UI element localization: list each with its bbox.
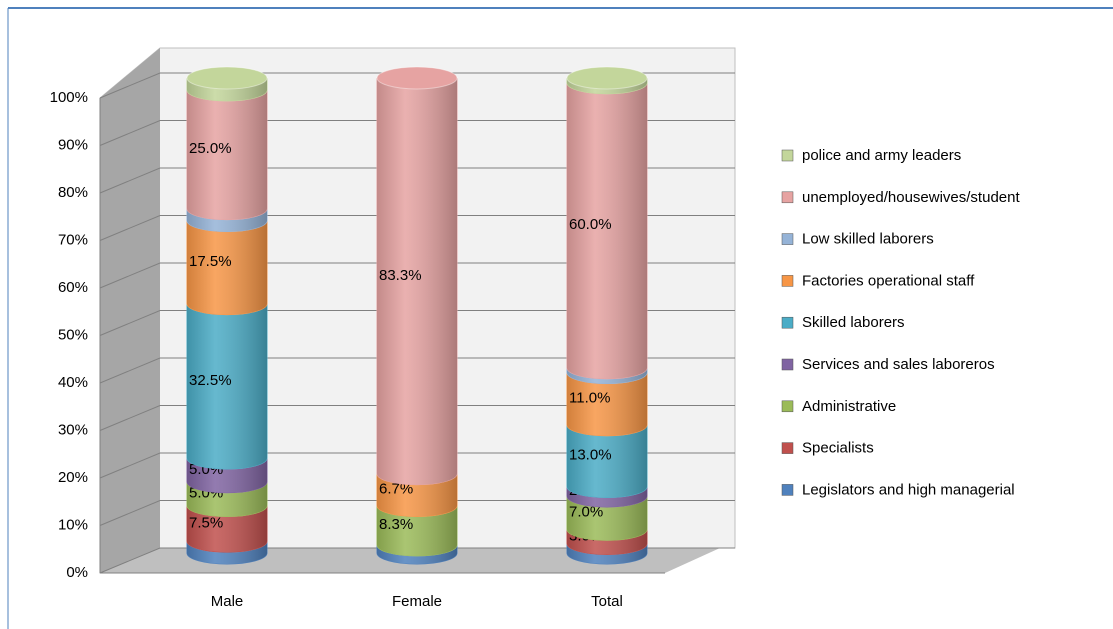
- data-label: 60.0%: [569, 216, 612, 233]
- legend-swatch: [781, 149, 794, 162]
- legend-label: Skilled laborers: [802, 314, 905, 331]
- segment-shade: [567, 496, 647, 541]
- y-tick-label: 60%: [58, 279, 88, 296]
- grid-line: [99, 215, 735, 241]
- legend-swatch: [781, 400, 794, 413]
- legend-swatch: [781, 191, 794, 204]
- grid-line: [99, 167, 735, 194]
- y-tick-label: 90%: [58, 136, 88, 153]
- grid-line: [99, 72, 735, 99]
- segment-shade: [377, 544, 457, 564]
- legend-swatch: [781, 484, 794, 496]
- legend-label: Specialists: [802, 440, 874, 457]
- data-label: 83.3%: [379, 267, 422, 284]
- y-tick-label: 80%: [58, 184, 88, 201]
- segment-shade: [187, 458, 267, 493]
- data-label: 13.0%: [569, 447, 612, 464]
- grid-line: [99, 120, 735, 146]
- segment-shade: [567, 529, 647, 555]
- y-tick-label: 20%: [58, 469, 88, 486]
- side-wall: [100, 48, 160, 573]
- segment-shade: [567, 486, 647, 507]
- grid-line: [99, 547, 735, 574]
- grid-line: [99, 262, 735, 289]
- grid-line: [99, 500, 735, 526]
- grid-line: [99, 310, 735, 336]
- data-label: 11.0%: [569, 390, 610, 407]
- segment-shade: [187, 220, 267, 315]
- segment-shade: [567, 543, 647, 564]
- segment-top: [186, 66, 268, 90]
- data-label: 17.5%: [189, 253, 232, 270]
- legend-label: police and army leaders: [802, 147, 961, 164]
- legend-label: Low skilled laborers: [802, 231, 934, 248]
- segment-shade: [377, 505, 457, 556]
- segment-shade: [377, 78, 457, 485]
- segment-top: [566, 66, 648, 90]
- segment-shade: [187, 505, 267, 553]
- y-tick-label: 30%: [58, 421, 88, 438]
- legend-label: Administrative: [802, 398, 896, 415]
- data-label: 8.3%: [379, 516, 413, 533]
- legend-label: unemployed/housewives/student: [802, 189, 1020, 206]
- segment-shade: [187, 89, 267, 220]
- legend-label: Factories operational staff: [802, 272, 975, 289]
- segment-top: [376, 66, 458, 90]
- y-tick-label: 40%: [58, 374, 88, 391]
- legend-label: Legislators and high managerial: [802, 481, 1015, 498]
- y-tick-label: 70%: [58, 231, 88, 248]
- grid-line: [99, 405, 735, 431]
- legend-swatch: [781, 442, 794, 454]
- legend-swatch: [781, 275, 794, 287]
- y-tick-label: 10%: [58, 516, 88, 533]
- segment-shade: [567, 424, 647, 498]
- legend-swatch: [781, 358, 794, 371]
- grid-line: [99, 357, 735, 384]
- segment-shade: [187, 303, 267, 469]
- segment-shade: [377, 473, 457, 517]
- x-tick-label: Female: [392, 593, 442, 610]
- segment-shade: [187, 481, 267, 517]
- data-label: 7.5%: [189, 514, 223, 531]
- data-label: 6.7%: [379, 481, 413, 498]
- legend-label: Services and sales laboreros: [802, 356, 995, 373]
- data-label: 32.5%: [189, 372, 232, 389]
- data-label: 7.0%: [569, 504, 603, 521]
- y-tick-label: 0%: [66, 564, 88, 581]
- segment-shade: [567, 372, 647, 436]
- legend-swatch: [781, 316, 794, 329]
- segment-shade: [567, 78, 647, 94]
- x-tick-label: Total: [591, 593, 623, 610]
- x-tick-label: Male: [211, 593, 244, 610]
- y-tick-label: 100%: [50, 89, 88, 106]
- legend-swatch: [781, 233, 794, 245]
- segment-shade: [567, 82, 647, 379]
- data-label: 25.0%: [189, 140, 232, 157]
- segment-shade: [187, 78, 267, 101]
- y-tick-label: 50%: [58, 326, 88, 343]
- segment-shade: [567, 367, 647, 384]
- grid-line: [99, 452, 735, 479]
